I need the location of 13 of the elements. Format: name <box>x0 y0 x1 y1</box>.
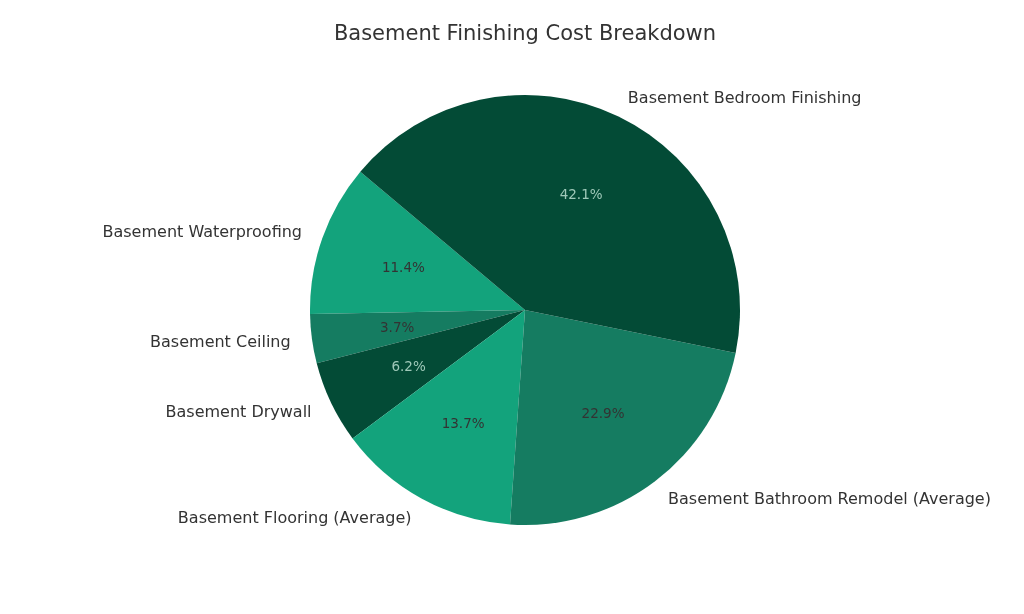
slice-label: Basement Ceiling <box>150 332 291 352</box>
slice-label: Basement Waterproofing <box>102 221 303 241</box>
data-label: 6.2% <box>391 357 426 374</box>
slice-label: Basement Drywall <box>165 402 312 422</box>
slice-label: Basement Bedroom Finishing <box>627 87 862 107</box>
data-label: 11.4% <box>381 258 425 275</box>
data-label: 42.1% <box>559 185 603 202</box>
slice-label: Basement Bathroom Remodel (Average) <box>668 488 991 508</box>
data-label: 13.7% <box>441 415 485 432</box>
slice-label: Basement Flooring (Average) <box>177 508 412 528</box>
chart-title: Basement Finishing Cost Breakdown <box>333 21 717 45</box>
data-label: 22.9% <box>581 404 625 421</box>
data-label: 3.7% <box>380 319 415 336</box>
